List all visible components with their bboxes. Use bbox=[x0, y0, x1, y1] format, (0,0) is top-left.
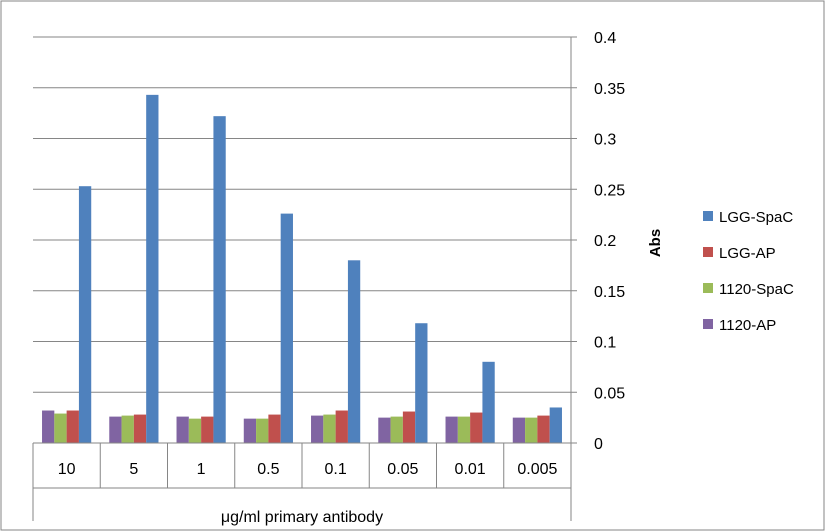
y-tick-label: 0.25 bbox=[594, 182, 625, 199]
bar-lgg-spac bbox=[348, 260, 360, 443]
bar-1120-spac bbox=[54, 414, 66, 443]
bar-lgg-spac bbox=[146, 95, 158, 443]
bar-1120-spac bbox=[525, 418, 537, 443]
bar-lgg-ap bbox=[134, 415, 146, 443]
legend-label: LGG-AP bbox=[719, 245, 776, 262]
bar-1120-spac bbox=[256, 419, 268, 443]
bar-1120-spac bbox=[458, 417, 470, 443]
y-tick-label: 0 bbox=[594, 436, 603, 453]
bar-1120-ap bbox=[513, 418, 525, 443]
bar-lgg-spac bbox=[482, 362, 494, 443]
bar-lgg-spac bbox=[550, 407, 562, 443]
y-tick-label: 0.3 bbox=[594, 132, 616, 149]
bar-1120-spac bbox=[323, 415, 335, 443]
y-tick-label: 0.2 bbox=[594, 233, 616, 250]
bar-lgg-spac bbox=[415, 323, 427, 443]
x-category-label: 1 bbox=[197, 461, 206, 478]
bar-1120-ap bbox=[42, 411, 54, 443]
legend-label: 1120-AP bbox=[719, 317, 776, 334]
y-axis-title: Abs bbox=[647, 229, 664, 257]
bar-lgg-ap bbox=[67, 411, 79, 443]
y-tick-label: 0.15 bbox=[594, 284, 625, 301]
x-category-label: 10 bbox=[58, 461, 76, 478]
y-tick-label: 0.4 bbox=[594, 30, 616, 47]
bar-1120-ap bbox=[378, 418, 390, 443]
x-category-label: 0.5 bbox=[257, 461, 279, 478]
x-category-label: 0.1 bbox=[325, 461, 347, 478]
bar-lgg-ap bbox=[268, 415, 280, 443]
bar-lgg-ap bbox=[537, 416, 549, 443]
y-tick-label: 0.05 bbox=[594, 385, 625, 402]
bar-lgg-ap bbox=[336, 411, 348, 443]
bar-1120-ap bbox=[109, 417, 121, 443]
legend-swatch bbox=[703, 319, 713, 329]
y-tick-label: 0.35 bbox=[594, 81, 625, 98]
bar-1120-spac bbox=[122, 416, 134, 443]
x-category-label: 5 bbox=[129, 461, 138, 478]
bar-1120-spac bbox=[391, 417, 403, 443]
bar-1120-ap bbox=[177, 417, 189, 443]
x-category-label: 0.005 bbox=[517, 461, 557, 478]
bar-1120-spac bbox=[189, 419, 201, 443]
legend-label: 1120-SpaC bbox=[719, 281, 794, 298]
x-category-label: 0.05 bbox=[387, 461, 418, 478]
bar-lgg-ap bbox=[201, 417, 213, 443]
x-category-label: 0.01 bbox=[455, 461, 486, 478]
legend-label: LGG-SpaC bbox=[719, 209, 793, 226]
legend-swatch bbox=[703, 247, 713, 257]
bar-lgg-spac bbox=[79, 186, 91, 443]
legend-swatch bbox=[703, 211, 713, 221]
bar-lgg-ap bbox=[403, 412, 415, 443]
x-axis-title: μg/ml primary antibody bbox=[221, 509, 383, 526]
bar-1120-ap bbox=[244, 419, 256, 443]
bar-1120-ap bbox=[446, 417, 458, 443]
bar-lgg-spac bbox=[281, 214, 293, 443]
bar-lgg-ap bbox=[470, 413, 482, 443]
legend-swatch bbox=[703, 283, 713, 293]
y-tick-label: 0.1 bbox=[594, 335, 616, 352]
bar-1120-ap bbox=[311, 416, 323, 443]
bar-lgg-spac bbox=[213, 116, 225, 443]
